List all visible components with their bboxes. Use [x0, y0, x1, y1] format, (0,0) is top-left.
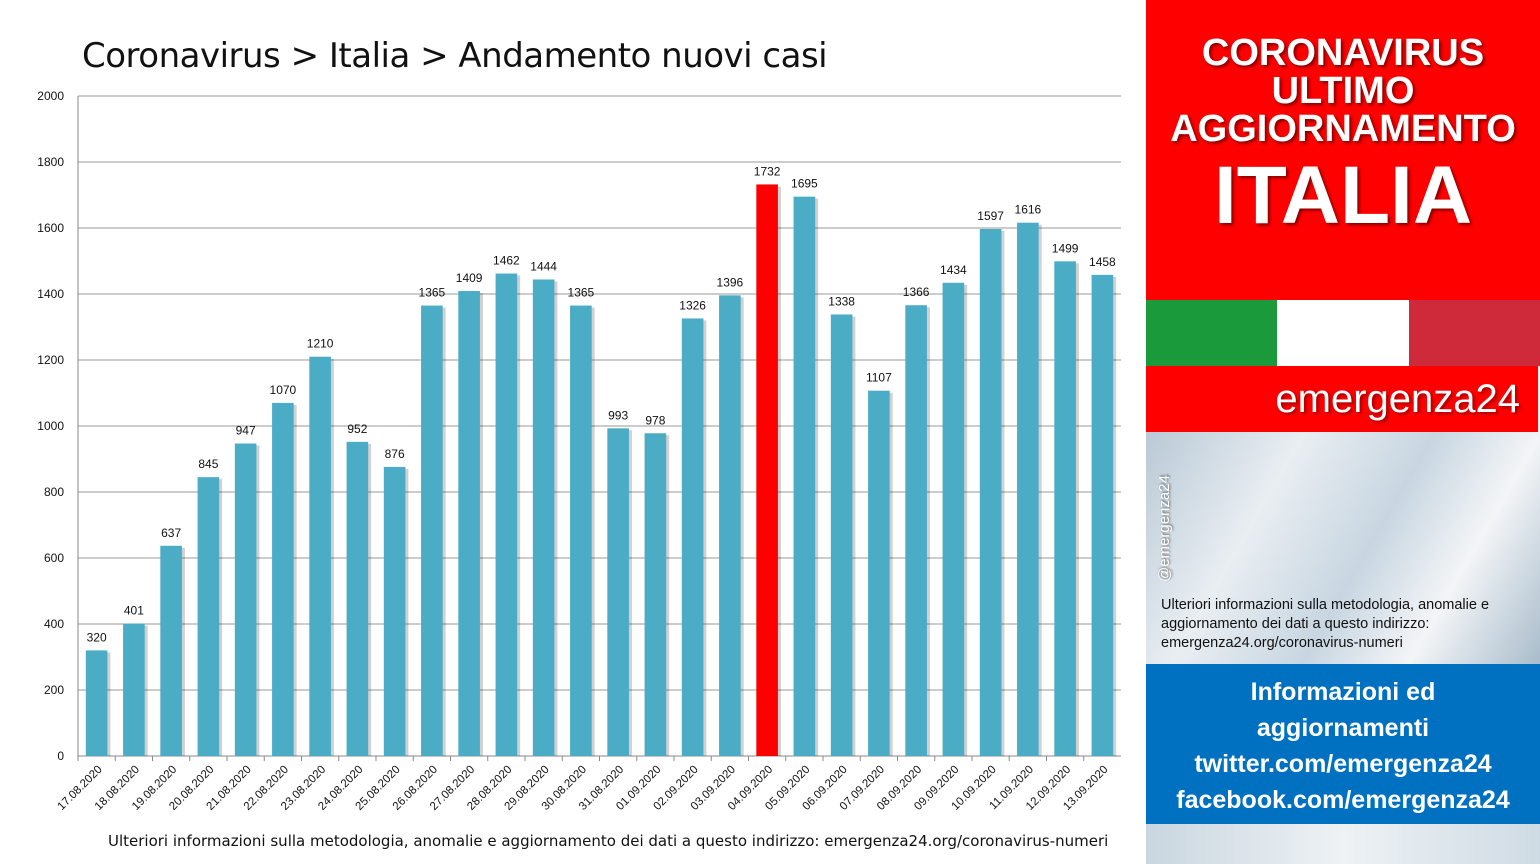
banner-line-3: AGGIORNAMENTO [1170, 108, 1516, 150]
data-label: 637 [161, 526, 181, 540]
data-label: 1070 [270, 383, 297, 397]
info-line-2: aggiornamenti [1256, 714, 1430, 742]
data-label: 1597 [977, 209, 1004, 223]
bar [346, 441, 369, 756]
flag-white-stripe [1277, 300, 1409, 366]
y-tick-label: 1200 [37, 353, 64, 367]
info-line-1: Informazioni ed [1250, 678, 1436, 706]
social-handle: @emergenza24 [1156, 475, 1173, 582]
bar [905, 305, 927, 756]
data-label: 845 [198, 457, 218, 471]
bar [681, 318, 704, 756]
bar [868, 390, 890, 756]
brand-logo: emergenza24 [1146, 366, 1538, 432]
info-box: Informazioni ed aggiornamenti twitter.co… [1146, 664, 1540, 824]
data-label: 1434 [940, 263, 967, 277]
y-tick-label: 1400 [37, 287, 64, 301]
y-tick-label: 0 [57, 749, 64, 763]
data-label: 1396 [717, 275, 744, 289]
bar [197, 477, 220, 756]
bar [458, 291, 480, 756]
bar [421, 305, 443, 756]
twitter-link[interactable]: twitter.com/emergenza24 [1194, 750, 1492, 778]
data-label: 401 [124, 604, 144, 618]
data-label: 1365 [568, 286, 595, 300]
bar [830, 314, 853, 756]
data-label: 1338 [828, 294, 855, 308]
side-panel: CORONAVIRUS ULTIMO AGGIORNAMENTO ITALIA … [1146, 0, 1540, 864]
bar [495, 273, 518, 756]
data-label: 876 [385, 447, 405, 461]
data-label: 1458 [1089, 255, 1116, 269]
bar [1054, 261, 1076, 756]
bar [85, 650, 108, 756]
y-tick-label: 600 [44, 551, 64, 565]
side-note: Ulteriori informazioni sulla metodologia… [1161, 597, 1490, 651]
flag-red-stripe [1408, 300, 1540, 366]
bar [942, 282, 965, 756]
data-label: 1499 [1052, 241, 1079, 255]
bar [160, 545, 182, 756]
y-tick-label: 1600 [37, 221, 64, 235]
footer-note: Ulteriori informazioni sulla metodologia… [108, 832, 1109, 850]
y-tick-label: 1800 [37, 155, 64, 169]
data-label: 1732 [754, 164, 781, 178]
background-photo [1146, 432, 1540, 664]
banner-line-2: ULTIMO [1271, 70, 1415, 112]
data-label: 952 [347, 422, 367, 436]
bottom-strip [1146, 824, 1540, 864]
bar [272, 402, 294, 756]
bar [756, 184, 778, 756]
data-label: 1409 [456, 271, 483, 285]
bar [309, 356, 331, 756]
data-label: 1326 [679, 298, 706, 312]
data-label: 978 [645, 413, 665, 427]
banner-line-1: CORONAVIRUS [1201, 32, 1485, 74]
y-tick-label: 1000 [37, 419, 64, 433]
data-label: 1107 [866, 371, 892, 385]
bar [607, 428, 629, 756]
data-label: 947 [236, 423, 256, 437]
bar-chart: 0 200 400 600 800 1000 1200 1400 1600 1800 2000 320… [37, 89, 1121, 813]
data-label: 993 [608, 408, 628, 422]
facebook-link[interactable]: facebook.com/emergenza24 [1176, 786, 1510, 814]
banner-country: ITALIA [1213, 150, 1473, 241]
bar [644, 433, 667, 756]
bar [979, 228, 1002, 757]
data-label: 1210 [307, 337, 334, 351]
data-label: 1444 [530, 259, 557, 273]
bar [1017, 222, 1039, 757]
data-label: 1462 [493, 254, 520, 268]
y-tick-label: 400 [44, 617, 64, 631]
data-label: 1365 [419, 286, 446, 300]
y-tick-label: 2000 [37, 89, 64, 103]
bar [532, 279, 555, 756]
update-banner: CORONAVIRUS ULTIMO AGGIORNAMENTO ITALIA [1146, 0, 1540, 300]
bar [570, 305, 592, 756]
data-label: 1616 [1015, 203, 1042, 217]
chart-area: Coronavirus > Italia > Andamento nuovi c… [37, 36, 1121, 850]
bar [383, 466, 406, 756]
bar [719, 295, 741, 756]
chart-title: Coronavirus > Italia > Andamento nuovi c… [82, 36, 828, 76]
data-label: 320 [87, 630, 107, 644]
flag-green-stripe [1146, 300, 1278, 366]
bar [123, 623, 145, 756]
y-tick-label: 200 [44, 683, 64, 697]
bar [793, 196, 816, 756]
bar [1091, 274, 1114, 756]
data-label: 1366 [903, 285, 930, 299]
bar [234, 443, 257, 756]
data-label: 1695 [791, 177, 818, 191]
y-tick-label: 800 [44, 485, 64, 499]
italian-flag [1146, 300, 1540, 366]
